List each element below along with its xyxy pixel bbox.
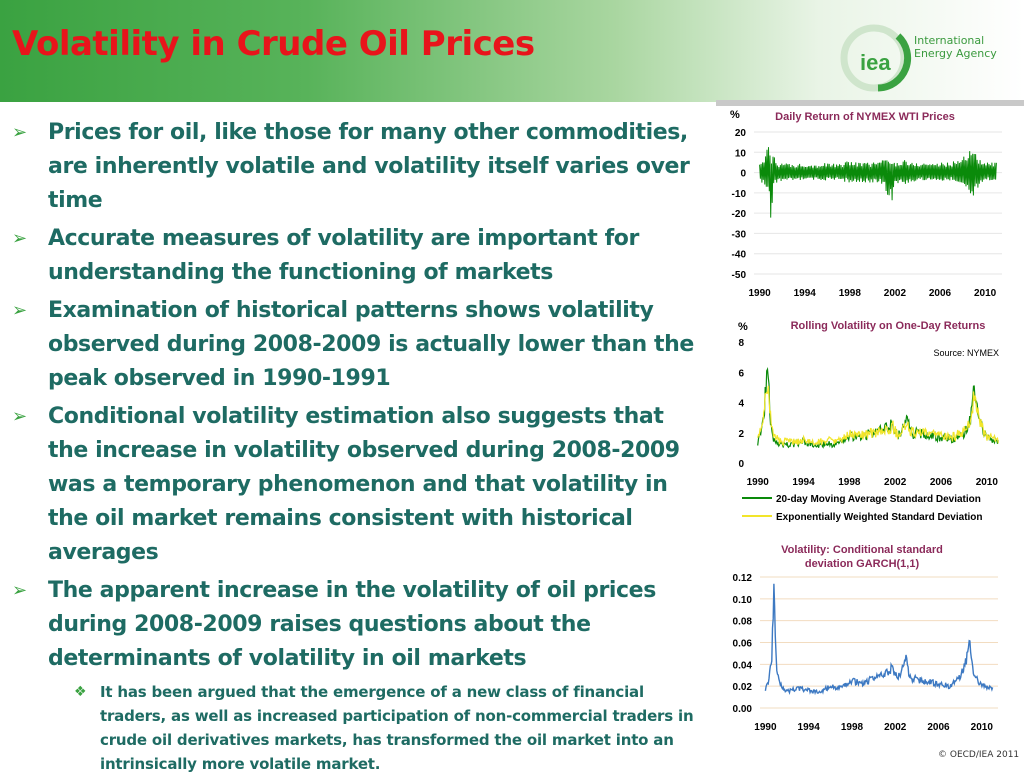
x-tick-label: 1994 <box>792 477 815 488</box>
series-line <box>759 147 997 218</box>
arrow-bullet-icon: ➢ <box>12 406 27 427</box>
legend: 20-day Moving Average Standard Deviation… <box>742 494 983 523</box>
chart-title: Rolling Volatility on One-Day Returns <box>791 320 986 332</box>
legend-label: Exponentially Weighted Standard Deviatio… <box>776 512 983 523</box>
x-tick-label: 2006 <box>929 288 952 299</box>
y-tick-label: 6 <box>738 368 744 379</box>
y-tick-label: -20 <box>732 209 747 220</box>
x-tick-label: 1998 <box>841 722 864 733</box>
arrow-bullet-icon: ➢ <box>12 580 27 601</box>
arrow-bullet-icon: ➢ <box>12 300 27 321</box>
bullet-text: Conditional volatility estimation also s… <box>48 404 680 565</box>
title-banner <box>0 0 1024 102</box>
bullet-item: ➢ Examination of historical patterns show… <box>10 294 710 396</box>
iea-logo: iea <box>840 24 912 92</box>
logo-mark: iea <box>860 50 891 75</box>
y-tick-label: -40 <box>732 250 747 261</box>
x-tick-label: 1994 <box>798 722 821 733</box>
x-tick-label: 2002 <box>884 477 907 488</box>
logo-line-1: International <box>914 34 985 47</box>
chart-garch-volatility: Volatility: Conditional standard deviati… <box>733 544 998 733</box>
logo-ring-icon <box>840 24 908 92</box>
y-tick-label: -30 <box>732 229 747 240</box>
y-tick-label: 0.12 <box>733 573 753 584</box>
chart-daily-return: Daily Return of NYMEX WTI Prices % 20100… <box>730 109 1002 299</box>
logo-arc-icon <box>877 33 912 92</box>
x-tick-label: 2006 <box>930 477 953 488</box>
copyright-note: © OECD/IEA 2011 <box>938 750 1020 760</box>
y-tick-label: 2 <box>738 429 744 440</box>
source-note: Source: NYMEX <box>933 348 999 358</box>
y-tick-label: 0.10 <box>733 595 753 606</box>
logo-line-2: Energy Agency <box>914 47 997 60</box>
y-tick-label: 0 <box>740 169 746 180</box>
y-tick-label: -50 <box>732 270 747 281</box>
legend-label: 20-day Moving Average Standard Deviation <box>776 494 981 505</box>
x-tick-label: 2010 <box>974 288 997 299</box>
y-axis-unit: % <box>738 321 748 333</box>
arrow-bullet-icon: ➢ <box>12 228 27 249</box>
y-tick-label: 0.02 <box>733 682 753 693</box>
diamond-bullet-icon: ❖ <box>74 684 87 700</box>
y-tick-label: 0.06 <box>733 639 753 650</box>
y-tick-label: -10 <box>732 189 747 200</box>
x-tick-label: 2006 <box>927 722 950 733</box>
series-line <box>757 385 999 447</box>
x-tick-label: 2002 <box>884 288 907 299</box>
y-tick-label: 0 <box>738 459 744 470</box>
x-tick-label: 1998 <box>838 477 861 488</box>
logo-text: International Energy Agency <box>914 34 997 60</box>
bullet-item: ➢ The apparent increase in the volatility… <box>10 574 710 676</box>
page-title: Volatility in Crude Oil Prices <box>12 24 535 64</box>
bullet-text: The apparent increase in the volatility … <box>48 578 656 671</box>
bullet-text: Prices for oil, like those for many othe… <box>48 120 690 213</box>
y-tick-label: 20 <box>735 128 747 139</box>
y-axis-unit: % <box>730 109 740 121</box>
bullet-item: ➢ Accurate measures of volatility are imp… <box>10 222 710 290</box>
x-tick-label: 1990 <box>747 477 770 488</box>
y-tick-label: 10 <box>735 148 747 159</box>
x-tick-label: 1990 <box>749 288 772 299</box>
series-line <box>764 583 994 696</box>
y-tick-label: 0.08 <box>733 617 753 628</box>
sub-bullet-text: It has been argued that the emergence of… <box>100 683 694 773</box>
x-tick-label: 2010 <box>971 722 994 733</box>
bullet-item: ➢ Prices for oil, like those for many oth… <box>10 116 710 218</box>
chart-title-line: deviation GARCH(1,1) <box>805 558 920 570</box>
y-tick-label: 0.00 <box>733 704 753 715</box>
x-tick-label: 1998 <box>839 288 862 299</box>
y-tick-label: 4 <box>738 399 744 410</box>
sub-bullet-item: ❖ It has been argued that the emergence o… <box>10 680 710 776</box>
chart-rolling-volatility: Rolling Volatility on One-Day Returns % … <box>738 320 1004 523</box>
bullet-text: Accurate measures of volatility are impo… <box>48 226 639 285</box>
chart-title: Daily Return of NYMEX WTI Prices <box>775 111 955 123</box>
x-tick-label: 1990 <box>754 722 777 733</box>
chart-panel-bar <box>716 100 1024 106</box>
x-tick-label: 2010 <box>976 477 999 488</box>
x-tick-label: 2002 <box>884 722 907 733</box>
chart-title-line: Volatility: Conditional standard <box>781 544 943 556</box>
x-tick-label: 1994 <box>794 288 817 299</box>
y-tick-label: 8 <box>738 338 744 349</box>
bullet-text: Examination of historical patterns shows… <box>48 298 694 391</box>
y-tick-label: 0.04 <box>733 660 753 671</box>
bullet-list: ➢ Prices for oil, like those for many oth… <box>10 116 710 776</box>
series-line <box>757 366 999 449</box>
arrow-bullet-icon: ➢ <box>12 122 27 143</box>
bullet-item: ➢ Conditional volatility estimation also … <box>10 400 710 570</box>
